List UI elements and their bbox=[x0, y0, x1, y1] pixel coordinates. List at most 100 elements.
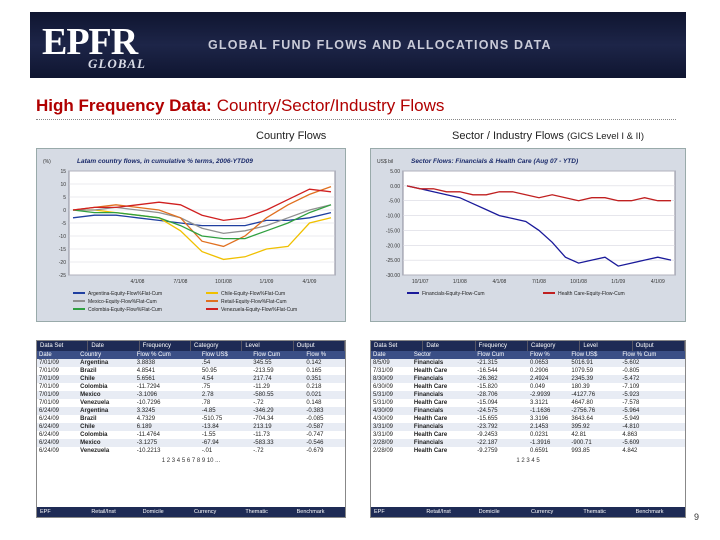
series-line bbox=[72, 188, 332, 222]
table-cell: -2756.76 bbox=[569, 407, 621, 415]
table-cell: Argentina bbox=[78, 407, 135, 415]
table-cell: 6/24/09 bbox=[37, 423, 79, 431]
table-row: 7/01/09 Colombia -11.7294 .75 -11.29 0.218 bbox=[37, 383, 345, 391]
tab[interactable]: Date bbox=[423, 341, 476, 351]
chart-panel: Latam country flows, in cumulative % ter… bbox=[36, 148, 346, 322]
table-cell: 6/24/09 bbox=[39, 448, 60, 454]
table-cell: -7.109 bbox=[622, 384, 640, 390]
header-banner: EPFR GLOBAL GLOBAL FUND FLOWS AND ALLOCA… bbox=[30, 12, 686, 78]
table-row: 4/30/09 Financials -24.575 -1.1636 -2756.76-… bbox=[371, 407, 685, 415]
y-tick-label: 0.00 bbox=[390, 184, 400, 190]
table-cell: -0.546 bbox=[304, 439, 345, 447]
table-cell: 0.6591 bbox=[529, 448, 549, 454]
legend-label: Health Care-Equity-Flow-Cum bbox=[558, 291, 625, 297]
y-tick-label: -5.00 bbox=[389, 199, 401, 205]
table-cell: Venezuela bbox=[80, 448, 110, 454]
pagination[interactable]: 1 2 3 4 5 6 7 8 9 10 ... bbox=[161, 458, 221, 464]
tab-bar: Data Set Date Frequency Category Level Output bbox=[371, 341, 685, 351]
slide-title: High Frequency Data: Country/Sector/Indus… bbox=[36, 96, 444, 116]
table-row: 5/31/09 Health Care -15.094 3.3121 4647.80 -7… bbox=[371, 399, 685, 407]
chart: Sector Flows: Financials & Health Care (… bbox=[377, 158, 676, 297]
table-cell: 7/01/09 bbox=[39, 368, 60, 374]
table-cell: 6.189 bbox=[134, 423, 200, 431]
table-cell: .54 bbox=[199, 359, 252, 367]
tab[interactable]: Category bbox=[528, 341, 581, 351]
table-cell: -5.609 bbox=[620, 439, 685, 447]
column-header: Sector bbox=[411, 351, 476, 359]
table-cell: -3.1275 bbox=[134, 439, 200, 447]
bottom-tab[interactable]: Currency bbox=[193, 509, 217, 515]
table-cell: Brazil bbox=[80, 416, 97, 422]
tab[interactable]: Frequency bbox=[140, 341, 191, 351]
bottom-tab[interactable]: Domicile bbox=[142, 509, 164, 515]
bottom-tab[interactable]: Thematic bbox=[245, 509, 268, 515]
table-cell: 6/24/09 bbox=[37, 439, 79, 447]
table-cell: 180.39 bbox=[571, 384, 590, 390]
table-cell: -16.544 bbox=[477, 368, 498, 374]
table-row: 7/01/09 Mexico -3.1096 2.78 -580.55 0.021 bbox=[37, 391, 345, 399]
table-cell: -67.94 bbox=[199, 439, 252, 447]
column-header: Flow % Cum bbox=[134, 351, 200, 359]
bottom-tab-bar: EPF Retail/Inst Domicile Currency Thematic Be… bbox=[37, 507, 345, 517]
tab[interactable]: Data Set bbox=[371, 341, 424, 351]
x-tick-label: 7/1/08 bbox=[532, 279, 546, 285]
table-cell: -10.2213 bbox=[136, 448, 161, 454]
x-tick-label: 10/1/07 bbox=[412, 279, 429, 285]
table-cell: 3.8838 bbox=[134, 359, 200, 367]
table-row: 2/28/09 Health Care -9.2759 0.6591 993.85 4.8… bbox=[371, 447, 685, 455]
title-bold: High Frequency Data: bbox=[36, 96, 212, 115]
table-cell: Financials bbox=[411, 391, 476, 399]
table-cell: Financials bbox=[411, 375, 476, 383]
bottom-tab[interactable]: Benchmark bbox=[296, 509, 325, 515]
label-main: Sector / Industry Flows bbox=[452, 130, 564, 142]
table-cell: .75 bbox=[201, 384, 211, 390]
bottom-tab[interactable]: Thematic bbox=[583, 509, 606, 515]
table-cell: -0.383 bbox=[304, 407, 345, 415]
y-tick-label: 15 bbox=[60, 169, 66, 175]
tab[interactable]: Level bbox=[242, 341, 294, 351]
table-cell: 0.351 bbox=[304, 375, 345, 383]
bottom-tab[interactable]: Domicile bbox=[478, 509, 500, 515]
tab[interactable]: Output bbox=[294, 341, 345, 351]
table-cell: Chile bbox=[78, 423, 135, 431]
tab[interactable]: Output bbox=[633, 341, 685, 351]
table-cell: 4.8541 bbox=[136, 368, 156, 374]
header-row: Date Sector Flow Cum Flow % Flow US$ Flow % C… bbox=[371, 351, 685, 359]
table-cell: 217.74 bbox=[251, 375, 305, 383]
bottom-tab[interactable]: Retail/Inst bbox=[91, 509, 116, 515]
table-cell: Mexico bbox=[78, 439, 135, 447]
tab[interactable]: Category bbox=[191, 341, 243, 351]
tab[interactable]: Data Set bbox=[37, 341, 89, 351]
column-label: Country Flows bbox=[256, 130, 327, 142]
table-cell: -9.2759 bbox=[477, 448, 498, 454]
bottom-tab[interactable]: Retail/Inst bbox=[426, 509, 451, 515]
bottom-tab[interactable]: Benchmark bbox=[635, 509, 664, 515]
pagination[interactable]: 1 2 3 4 5 bbox=[516, 458, 540, 464]
table-row: 7/01/09 Chile 5.6561 4.54 217.74 0.351 bbox=[37, 375, 345, 383]
table-cell: Financials bbox=[411, 407, 476, 415]
tab-bar: Data Set Date Frequency Category Level Output bbox=[37, 341, 345, 351]
table-cell: 395.92 bbox=[569, 423, 621, 431]
legend-label: Retail-Equity-Flow%Flat-Cum bbox=[221, 299, 287, 305]
x-tick-label: 4/1/08 bbox=[131, 279, 145, 285]
bottom-tab[interactable]: EPF bbox=[374, 509, 385, 515]
bottom-tab[interactable]: Currency bbox=[530, 509, 554, 515]
table-cell: Health Care bbox=[413, 416, 448, 422]
tab[interactable]: Level bbox=[580, 341, 633, 351]
table-cell: -15.655 bbox=[477, 416, 498, 422]
table-cell: Brazil bbox=[80, 368, 97, 374]
tab[interactable]: Date bbox=[88, 341, 140, 351]
table-cell: 6/30/09 bbox=[373, 384, 394, 390]
tab[interactable]: Frequency bbox=[476, 341, 528, 351]
table-row: 6/24/09 Venezuela -10.2213 -.01 -.72 -0.679 bbox=[37, 447, 345, 455]
table-cell: 6/24/09 bbox=[39, 416, 60, 422]
bottom-tab[interactable]: EPF bbox=[40, 509, 51, 515]
y-tick-label: -30.00 bbox=[386, 273, 400, 279]
table-cell: 4/30/09 bbox=[373, 416, 394, 422]
table-cell: -5.923 bbox=[620, 391, 685, 399]
y-tick-label: -10.00 bbox=[386, 214, 400, 220]
logo: EPFR bbox=[42, 21, 138, 63]
table-row: 7/01/09 Brazil 4.8541 50.95 -213.59 0.165 bbox=[37, 367, 345, 375]
x-tick-label: 1/1/08 bbox=[453, 279, 467, 285]
table-cell: 0.0653 bbox=[527, 359, 570, 367]
